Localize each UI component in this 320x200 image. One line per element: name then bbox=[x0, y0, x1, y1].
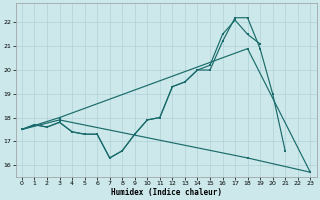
X-axis label: Humidex (Indice chaleur): Humidex (Indice chaleur) bbox=[111, 188, 221, 197]
